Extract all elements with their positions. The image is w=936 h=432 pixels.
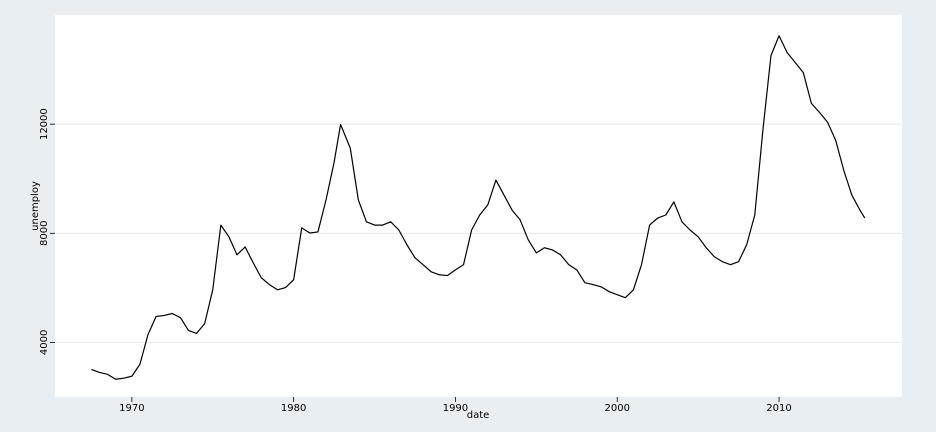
x-tick-label: 1970 [119,403,144,414]
y-tick-label: 8000 [39,221,50,246]
y-axis-label: unemploy [30,181,41,231]
y-tick-label: 4000 [39,330,50,355]
y-tick-label: 12000 [39,108,50,140]
line [91,35,866,380]
x-tick-label: 2000 [605,403,630,414]
x-tick-label: 2010 [766,403,791,414]
x-tick-label: 1980 [281,403,306,414]
x-tick-label: 1990 [443,403,468,414]
x-axis-label: date [467,410,490,421]
plot-area [55,15,902,397]
